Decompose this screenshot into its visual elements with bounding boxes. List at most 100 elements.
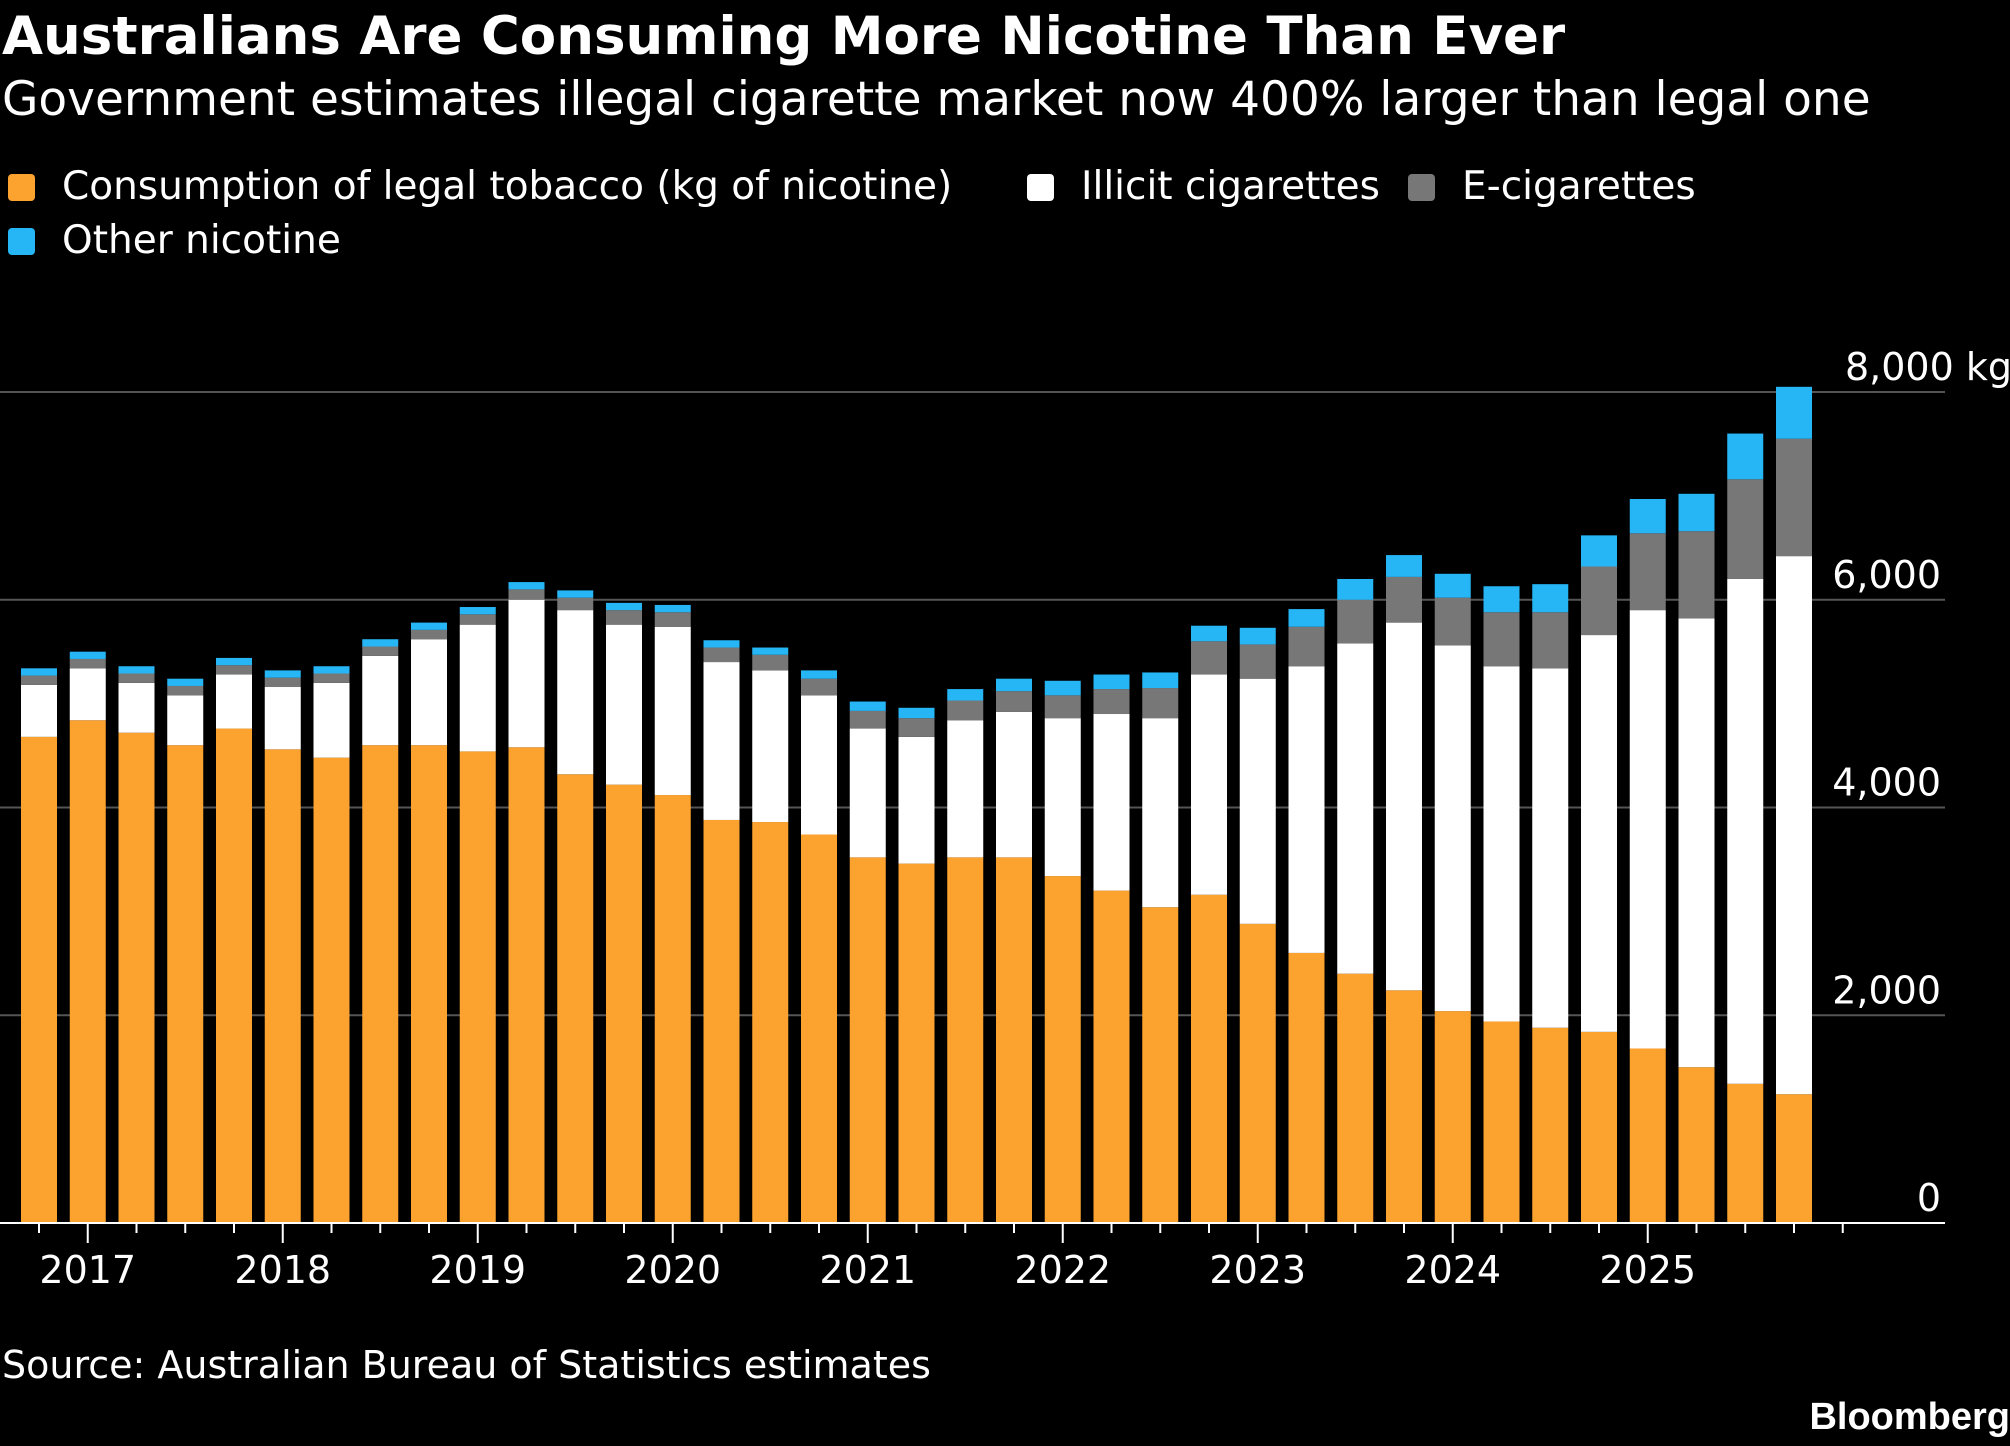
bar-segment	[1142, 907, 1179, 1223]
bar-segment	[1239, 923, 1276, 1223]
bar-segment	[459, 624, 496, 752]
bar-segment	[1434, 573, 1471, 598]
bar-segment	[801, 834, 837, 1223]
bar-segment	[1239, 644, 1276, 679]
bar-segment	[216, 728, 252, 1223]
bar-segment	[1727, 479, 1764, 579]
x-tick-label: 2021	[819, 1248, 916, 1292]
bar-segment	[1288, 609, 1325, 627]
bar-segment	[508, 582, 545, 590]
bar-segment	[21, 684, 57, 737]
bar-segment	[362, 745, 399, 1223]
bar-segment	[411, 639, 447, 746]
bar-segment	[1386, 990, 1422, 1223]
bar-segment	[898, 707, 935, 719]
bar-segment	[69, 720, 106, 1223]
bar-segment	[1337, 599, 1374, 644]
legend-swatch-other-nicotine	[8, 227, 35, 255]
bar-segment	[1434, 645, 1471, 1012]
bar-segment	[1386, 622, 1422, 991]
bar-segment	[69, 651, 106, 659]
bar-segment	[996, 678, 1032, 692]
bar-segment	[1239, 627, 1276, 645]
x-tick-label: 2019	[429, 1248, 526, 1292]
bar-segment	[1678, 493, 1715, 532]
bar-segment	[167, 685, 204, 696]
bar-segment	[1678, 1067, 1715, 1223]
bar-segment	[264, 749, 301, 1223]
bar-segment	[1483, 666, 1520, 1022]
bar-segment	[1727, 1083, 1764, 1223]
bar-segment	[1093, 714, 1130, 891]
bar-segment	[1727, 433, 1764, 480]
bar-segment	[1483, 586, 1520, 613]
bar-segment	[216, 665, 252, 675]
bar-segment	[849, 857, 886, 1223]
bar-segment	[1044, 718, 1081, 877]
bar-segment	[1629, 610, 1666, 1049]
bar-segment	[1532, 1027, 1569, 1223]
stacked-bar-chart: 2017 2018 2019 2020 2021 2022 2023 2024 2025 0 2,0…	[0, 345, 2010, 1292]
bar-segment	[557, 597, 594, 611]
bar-segment	[508, 589, 545, 600]
bar-segment	[411, 622, 447, 630]
bar-segment	[167, 745, 204, 1223]
bar-segment	[1386, 576, 1422, 623]
bar-segment	[947, 689, 984, 701]
bar-segment	[898, 718, 935, 737]
bar-segment	[801, 695, 837, 835]
bar-segment	[21, 736, 57, 1223]
bar-segment	[1191, 625, 1227, 642]
x-tick-label: 2023	[1209, 1248, 1306, 1292]
bar-segment	[752, 654, 789, 671]
bar-segment	[752, 670, 789, 823]
bar-segment	[1434, 597, 1471, 646]
legend-item-other-nicotine: Other nicotine	[8, 214, 341, 268]
legend: Consumption of legal tobacco (kg of nico…	[0, 160, 2010, 280]
bar-segment	[264, 677, 301, 688]
bar-segment	[1434, 1011, 1471, 1223]
legend-label-other-nicotine: Other nicotine	[62, 218, 341, 263]
x-tick-label: 2022	[1014, 1248, 1111, 1292]
bar-segment	[264, 687, 301, 750]
bar-segment	[1191, 894, 1227, 1223]
bar-segment	[996, 711, 1032, 858]
x-tick-label: 2025	[1599, 1248, 1696, 1292]
bar-segment	[703, 640, 740, 648]
chart-subtitle: Government estimates illegal cigarette m…	[2, 72, 1871, 127]
bar-segment	[752, 822, 789, 1223]
bar-segment	[703, 647, 740, 663]
bar-segment	[1044, 680, 1081, 696]
bar-segment	[1581, 566, 1617, 636]
bar-segment	[21, 675, 57, 685]
bar-segment	[118, 673, 155, 683]
bar-segment	[459, 607, 496, 615]
bar-segment	[1288, 666, 1325, 953]
bar-segment	[69, 668, 106, 721]
bar-segment	[1727, 578, 1764, 1084]
legend-swatch-illicit-cigarettes	[1027, 173, 1054, 201]
bar-segment	[996, 857, 1032, 1223]
bar-segment	[1093, 890, 1130, 1223]
bar-segment	[1776, 438, 1812, 557]
bar-segment	[313, 666, 350, 674]
bar-segment	[411, 745, 447, 1223]
x-tick-label: 2017	[39, 1248, 136, 1292]
legend-label-e-cigarettes: E-cigarettes	[1462, 164, 1696, 209]
bar-segment	[654, 626, 691, 796]
bar-segment	[1629, 533, 1666, 611]
bar-segment	[654, 795, 691, 1223]
bar-segment	[606, 784, 642, 1223]
bar-segment	[313, 673, 350, 683]
bar-segment	[1629, 498, 1666, 534]
bar-segment	[216, 674, 252, 729]
x-tick-label: 2024	[1404, 1248, 1501, 1292]
chart-title: Australians Are Consuming More Nicotine …	[2, 6, 1566, 67]
legend-item-e-cigarettes: E-cigarettes	[1408, 160, 1696, 214]
bar-segment	[313, 757, 350, 1223]
bar-segment	[996, 691, 1032, 712]
source-note: Source: Australian Bureau of Statistics …	[2, 1343, 931, 1387]
bar-segment	[947, 720, 984, 858]
bar-segment	[752, 647, 789, 655]
bar-segment	[264, 670, 301, 678]
